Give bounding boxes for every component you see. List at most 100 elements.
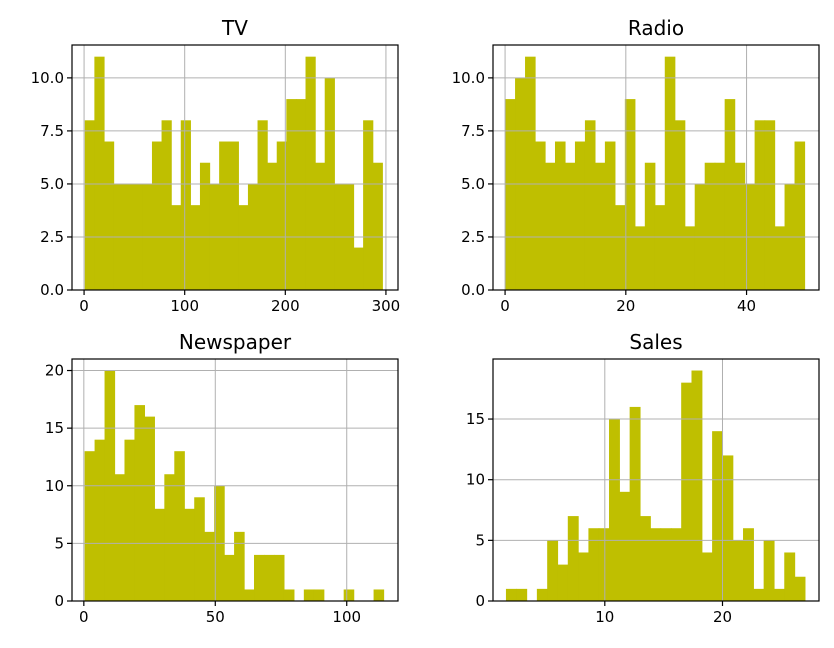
histogram-bar	[670, 528, 682, 601]
histogram-bar	[614, 205, 626, 290]
subplot-sales: Sales 10 20 0 5 10 15	[466, 330, 820, 626]
y-tick-label: 0.0	[40, 281, 64, 299]
histogram-bar	[701, 552, 713, 601]
y-tick-label: 20	[45, 362, 64, 380]
histogram-bar	[564, 162, 576, 290]
y-tick-label: 15	[45, 419, 64, 437]
histogram-bar	[634, 226, 646, 290]
y-tick-label: 10.0	[31, 69, 64, 87]
histogram-bar	[219, 141, 230, 290]
histogram-bar	[154, 508, 165, 601]
histogram-bar	[257, 120, 268, 290]
histogram-bar	[732, 540, 744, 601]
histogram-bar	[754, 120, 766, 290]
histogram-bar	[764, 120, 776, 290]
subplot-title: Radio	[628, 16, 684, 40]
histogram-bar	[557, 564, 569, 601]
histogram-bar	[574, 141, 586, 290]
y-tick-label: 10	[45, 477, 64, 495]
histogram-bar	[604, 141, 616, 290]
histogram-bar	[315, 162, 326, 290]
histogram-bar	[609, 419, 620, 601]
y-tick-label: 7.5	[40, 122, 64, 140]
histogram-bar	[714, 162, 726, 290]
x-tick-label: 0	[79, 297, 89, 315]
histogram-bar	[134, 405, 146, 601]
y-tick-label: 10	[466, 471, 485, 489]
x-tick-label: 40	[737, 297, 756, 315]
histogram-bar	[567, 516, 579, 601]
histogram-bar	[578, 552, 590, 601]
x-tick-label: 0	[79, 608, 89, 626]
histogram-bar	[263, 554, 275, 601]
histogram-bar	[674, 120, 686, 290]
histogram-bar	[624, 99, 636, 290]
histogram-bar	[94, 56, 105, 290]
histogram-bar	[313, 589, 325, 601]
histogram-bar	[171, 205, 182, 290]
histogram-bar	[224, 554, 235, 601]
y-tick-label: 0	[54, 592, 64, 610]
histogram-bar	[276, 141, 287, 290]
histogram-bar	[794, 141, 806, 290]
y-tick-label: 10.0	[452, 69, 485, 87]
histogram-bar	[544, 162, 556, 290]
histogram-bar	[650, 528, 662, 601]
subplot-radio: Radio 0 20 40 0.0 2.5 5.0 7.5 10.0	[452, 16, 820, 315]
histogram-bar	[283, 589, 295, 601]
histogram-bar	[639, 516, 651, 601]
histogram-bar	[691, 370, 703, 601]
histogram-bar	[305, 56, 316, 290]
histogram-bar	[629, 406, 641, 601]
histogram-bar	[238, 205, 249, 290]
histogram-bar	[774, 226, 786, 290]
histogram-bar	[84, 120, 95, 290]
x-tick-label: 20	[616, 297, 635, 315]
histogram-bar	[373, 589, 385, 601]
histogram-bar	[712, 431, 724, 601]
histogram-bar	[598, 528, 610, 601]
histogram-bar	[584, 120, 596, 290]
histogram-bar	[724, 99, 736, 290]
histogram-bar	[784, 552, 796, 601]
histogram-bar	[204, 531, 215, 601]
histogram-bar	[763, 540, 775, 601]
histogram-bar	[286, 99, 297, 290]
histogram-bar	[773, 588, 785, 601]
y-tick-label: 15	[466, 410, 485, 428]
histogram-bar	[190, 205, 201, 290]
histogram-bar	[244, 589, 255, 601]
histogram-bar	[516, 588, 528, 601]
histogram-bar	[681, 382, 693, 601]
histogram-bar	[228, 141, 239, 290]
histogram-bar	[684, 226, 696, 290]
histogram-bar	[594, 162, 606, 290]
histogram-bar	[161, 120, 172, 290]
histogram-bar	[234, 531, 245, 601]
x-tick-label: 0	[500, 297, 510, 315]
histogram-bar	[505, 99, 516, 290]
subplot-title: TV	[221, 16, 248, 40]
histogram-bar	[114, 474, 126, 601]
histogram-bar	[144, 416, 155, 601]
subplot-title: Sales	[629, 330, 682, 354]
y-tick-label: 5	[54, 534, 64, 552]
histogram-bar	[743, 528, 754, 601]
x-tick-label: 10	[595, 608, 614, 626]
x-tick-label: 20	[713, 608, 732, 626]
histogram-bar	[753, 588, 765, 601]
histogram-bar	[554, 141, 566, 290]
histogram-bar	[124, 439, 136, 601]
histogram-bar	[547, 540, 559, 601]
histogram-bar	[664, 56, 676, 290]
histogram-bar	[273, 554, 285, 601]
histogram-bar	[343, 589, 355, 601]
histogram-bar	[353, 247, 364, 290]
histogram-bar	[588, 528, 600, 601]
y-tick-label: 5	[475, 531, 485, 549]
subplot-tv: TV 0 100 200 300 0.0 2.5 5.0 7.5 10.0	[31, 16, 401, 315]
histogram-bar	[295, 99, 307, 290]
y-tick-label: 2.5	[40, 228, 64, 246]
histogram-bar	[734, 162, 746, 290]
